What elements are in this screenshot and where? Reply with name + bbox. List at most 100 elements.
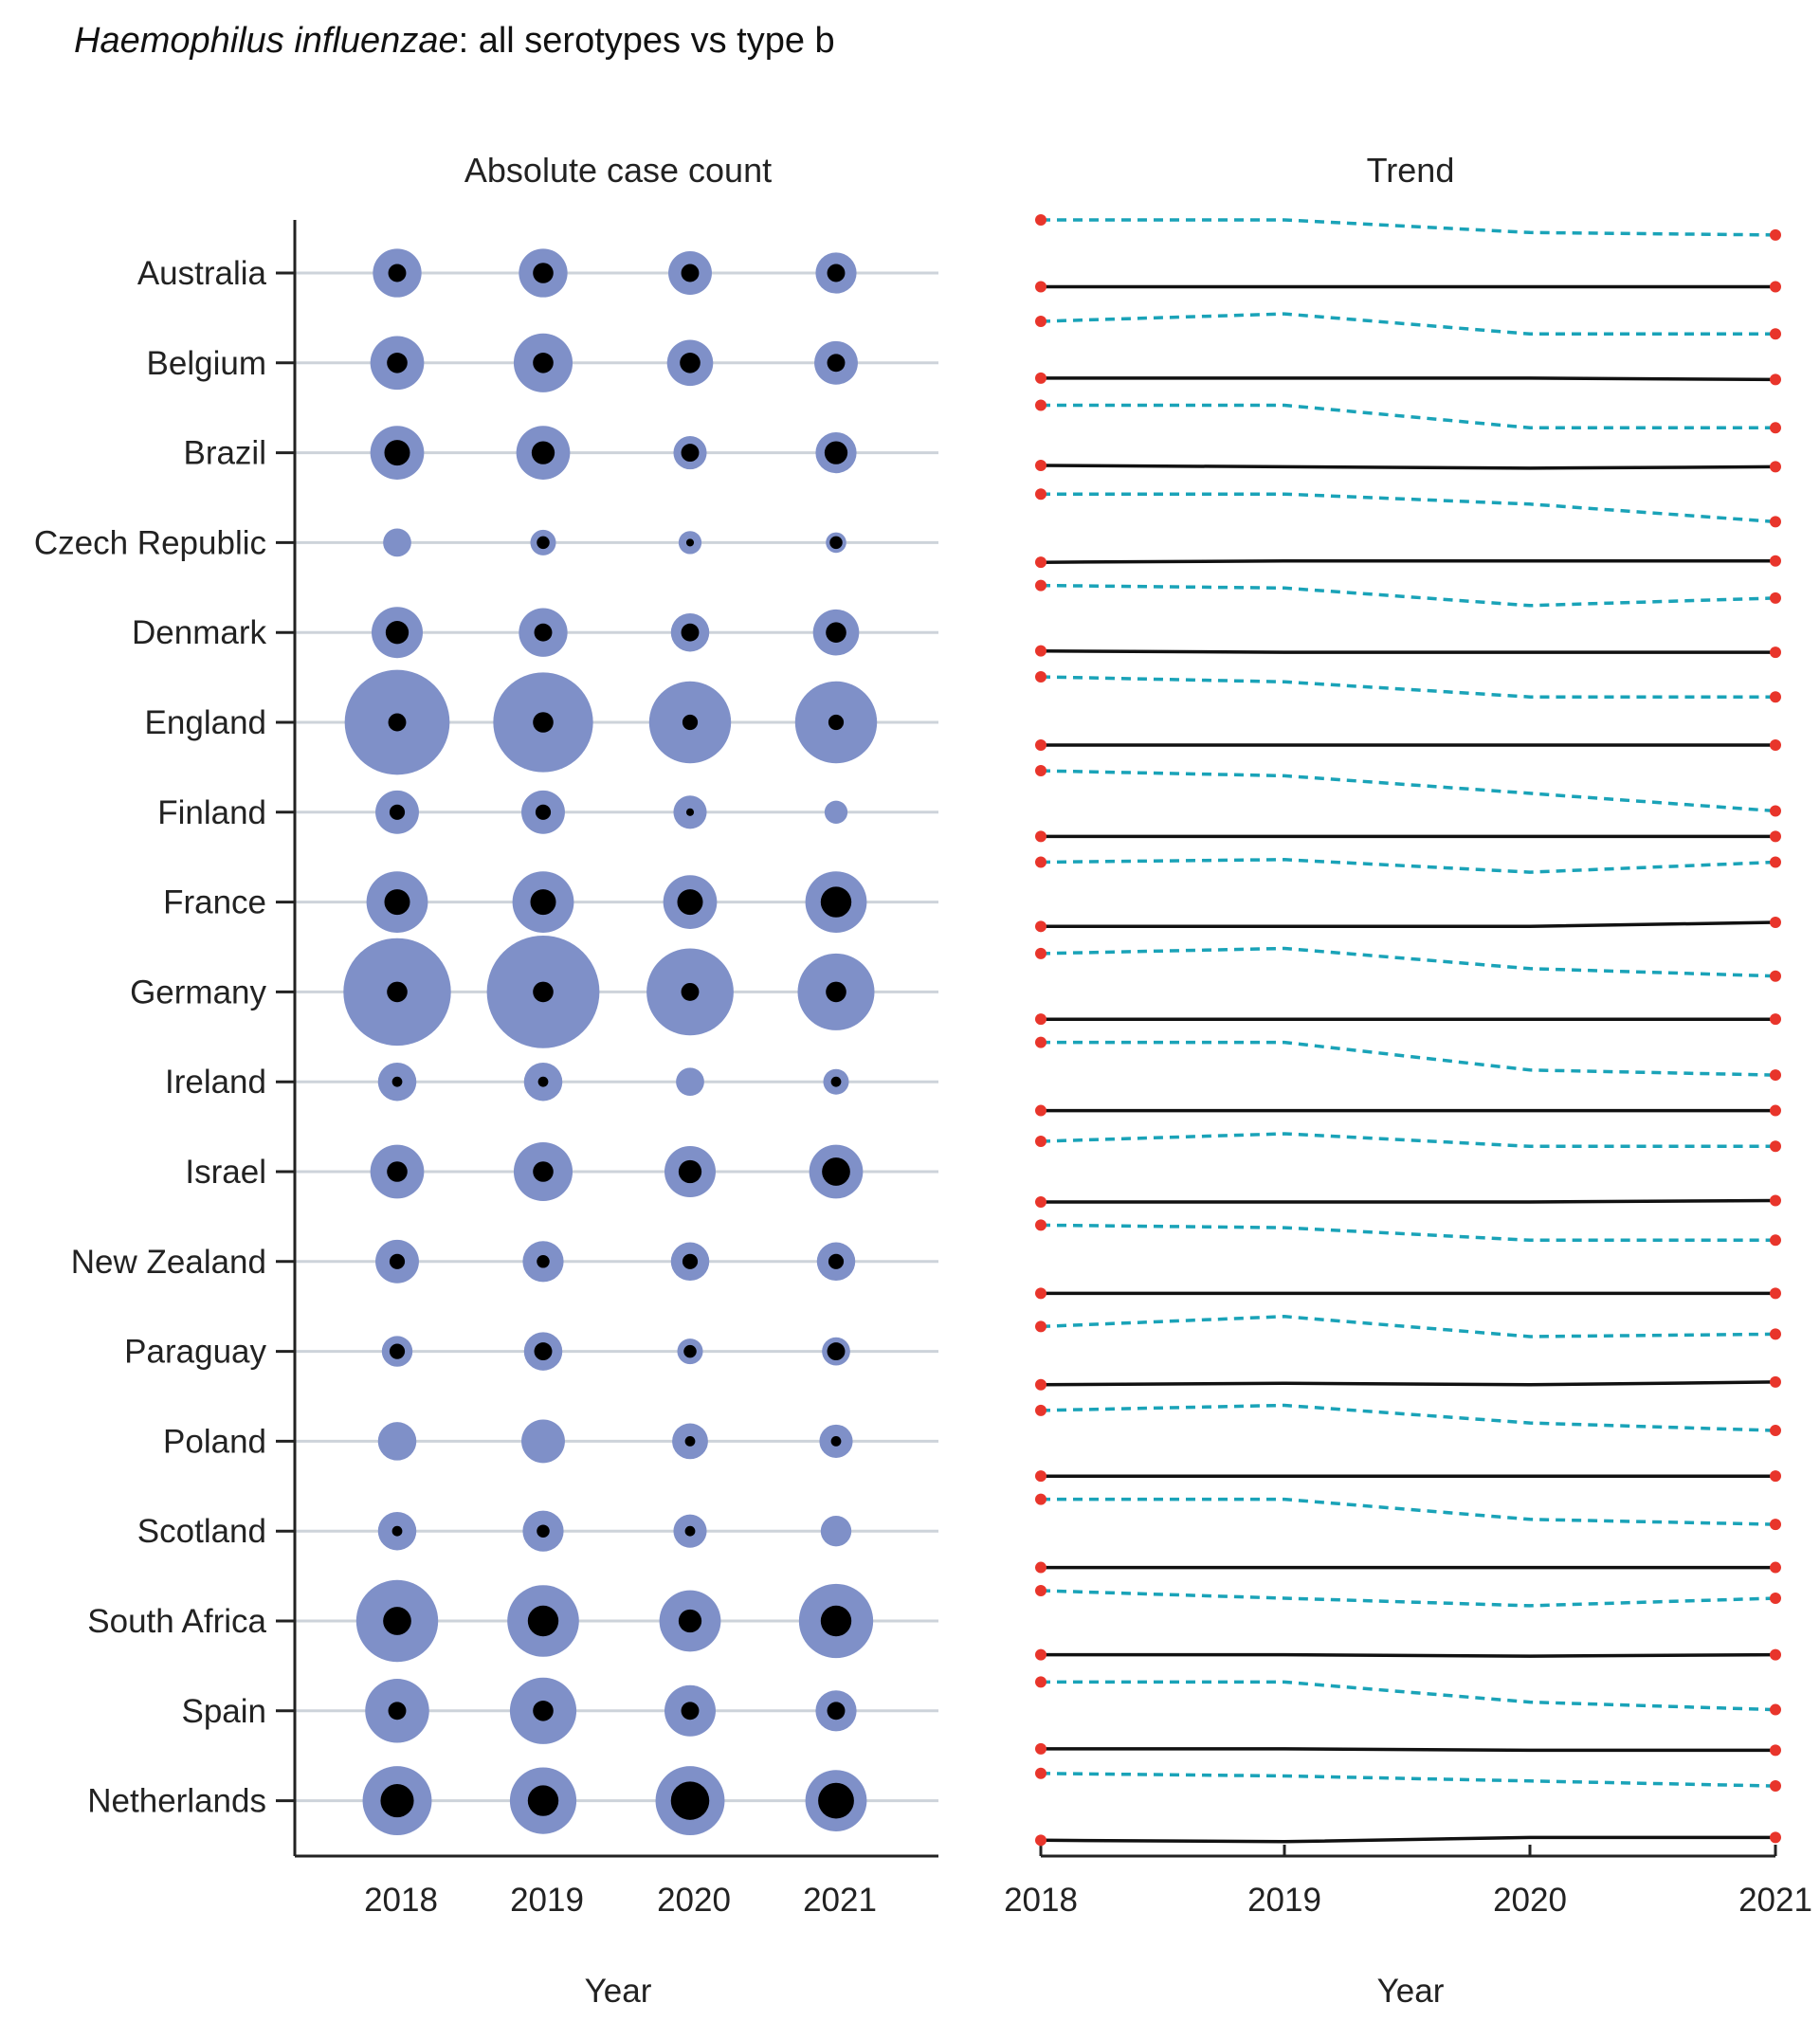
bubble-b-south-africa-2018 (383, 1607, 411, 1635)
trend-dot-all-end-netherlands (1770, 1780, 1781, 1793)
bubble-b-israel-2020 (678, 1159, 702, 1184)
bubble-b-netherlands-2021 (818, 1782, 854, 1819)
trend-dot-all-start-israel (1035, 1135, 1046, 1147)
trend-line-b-brazil (1040, 464, 1776, 470)
trend-dot-all-start-spain (1035, 1676, 1046, 1688)
bubble-b-new-zealand-2018 (389, 1253, 406, 1269)
figure-title-species: Haemophilus influenzae (74, 21, 459, 61)
trend-dot-b-end-south-africa (1770, 1648, 1781, 1661)
trend-dot-all-start-brazil (1035, 399, 1046, 411)
left-year-label-2021: 2021 (803, 1882, 877, 1919)
trend-line-all-south-africa (1040, 1589, 1776, 1608)
trend-dot-all-end-poland (1770, 1425, 1781, 1437)
bubble-b-germany-2021 (826, 981, 846, 1003)
bubble-b-belgium-2018 (387, 353, 408, 373)
trend-line-b-czech-republic (1040, 558, 1775, 564)
bubble-b-denmark-2021 (826, 622, 846, 643)
bubble-b-england-2018 (388, 713, 407, 732)
bubble-b-new-zealand-2020 (682, 1253, 699, 1269)
trend-panel: 2018 2019 2020 2021 (1004, 214, 1812, 1919)
trend-dot-all-end-czech-republic (1770, 516, 1781, 528)
country-label-israel: Israel (185, 1154, 266, 1191)
trend-dot-all-end-england (1770, 691, 1781, 703)
bubble-b-new-zealand-2019 (537, 1255, 550, 1268)
trend-dot-b-start-czech-republic (1035, 556, 1046, 569)
trend-line-all-israel (1040, 1132, 1775, 1149)
bubble-all-scotland-2021 (820, 1516, 852, 1547)
trend-dot-all-end-belgium (1770, 328, 1781, 340)
bubble-all-czech-republic-2018 (383, 528, 411, 557)
bubble-b-england-2019 (533, 712, 554, 733)
country-label-netherlands: Netherlands (87, 1783, 266, 1820)
trend-dot-b-start-australia (1035, 281, 1046, 293)
trend-dot-all-end-ireland (1770, 1069, 1781, 1082)
bubble-b-brazil-2018 (384, 440, 410, 466)
trend-line-b-belgium (1041, 376, 1776, 382)
trend-line-b-france (1041, 920, 1776, 929)
country-label-belgium: Belgium (147, 345, 266, 382)
trend-dot-b-start-poland (1035, 1470, 1046, 1483)
right-year-label-2018: 2018 (1004, 1882, 1078, 1919)
trend-dot-b-end-scotland (1770, 1561, 1781, 1574)
bubble-b-ireland-2018 (391, 1076, 403, 1087)
trend-line-b-south-africa (1041, 1652, 1776, 1658)
left-year-label-2019: 2019 (510, 1882, 584, 1919)
bubble-b-brazil-2019 (531, 441, 555, 464)
trend-line-all-belgium (1040, 312, 1775, 337)
bubble-panel: Australia Belgium Brazil Czech Republic Denm… (34, 220, 938, 1919)
left-panel-title: Absolute case count (464, 151, 772, 190)
right-year-label-2020: 2020 (1493, 1882, 1567, 1919)
trend-dot-all-start-south-africa (1035, 1585, 1046, 1596)
trend-dot-all-end-new-zealand (1770, 1234, 1781, 1247)
country-label-scotland: Scotland (137, 1513, 266, 1550)
country-label-new-zealand: New Zealand (71, 1244, 266, 1281)
bubble-b-south-africa-2021 (820, 1605, 852, 1637)
trend-dot-b-start-ireland (1035, 1104, 1046, 1117)
bubble-b-south-africa-2020 (678, 1609, 702, 1633)
trend-dot-b-end-france (1770, 916, 1781, 928)
bubble-b-france-2019 (530, 889, 556, 916)
trend-dot-b-start-finland (1035, 830, 1046, 843)
right-x-axis-title: Year (1377, 1973, 1445, 2010)
bubble-b-scotland-2020 (684, 1525, 696, 1537)
bubble-b-finland-2020 (685, 808, 695, 816)
trend-line-all-scotland (1041, 1497, 1776, 1526)
bubble-b-czech-republic-2019 (537, 536, 550, 550)
trend-dot-b-end-new-zealand (1770, 1287, 1781, 1300)
country-label-germany: Germany (130, 974, 266, 1010)
bubble-b-belgium-2020 (680, 353, 701, 373)
country-label-poland: Poland (163, 1423, 266, 1460)
trend-dot-all-start-finland (1035, 765, 1046, 777)
bubble-b-denmark-2018 (385, 621, 410, 645)
bubble-b-spain-2020 (681, 1702, 700, 1721)
bubble-b-australia-2019 (533, 263, 554, 283)
trend-line-all-poland (1040, 1403, 1776, 1432)
trend-dot-all-end-finland (1770, 805, 1781, 817)
trend-dot-b-end-brazil (1770, 461, 1781, 473)
country-label-ireland: Ireland (165, 1064, 266, 1101)
trend-dot-b-start-brazil (1035, 459, 1046, 471)
trend-dot-b-start-new-zealand (1035, 1287, 1046, 1300)
bubble-b-new-zealand-2021 (828, 1253, 845, 1269)
trend-line-all-czech-republic (1041, 492, 1776, 524)
bubble-b-denmark-2020 (681, 623, 700, 642)
trend-dot-all-start-netherlands (1035, 1767, 1046, 1779)
bubble-b-brazil-2021 (824, 441, 848, 464)
trend-dot-b-end-czech-republic (1770, 555, 1781, 567)
bubble-b-belgium-2021 (827, 354, 846, 373)
trend-dot-all-start-poland (1035, 1404, 1046, 1416)
figure-title: Haemophilus influenzae: all serotypes vs… (74, 21, 835, 62)
bubble-b-czech-republic-2020 (685, 538, 695, 547)
trend-line-all-france (1040, 858, 1776, 874)
bubble-all-finland-2021 (824, 800, 848, 824)
country-label-finland: Finland (157, 794, 266, 831)
bubble-b-france-2020 (677, 889, 703, 916)
bubble-b-brazil-2020 (681, 444, 700, 463)
bubble-b-germany-2020 (681, 982, 700, 1001)
bubble-all-ireland-2020 (676, 1067, 704, 1097)
trend-dot-all-end-france (1770, 856, 1781, 868)
trend-dot-b-start-belgium (1035, 372, 1046, 384)
trend-dot-b-start-netherlands (1035, 1834, 1046, 1847)
trend-dot-all-start-australia (1035, 214, 1046, 226)
